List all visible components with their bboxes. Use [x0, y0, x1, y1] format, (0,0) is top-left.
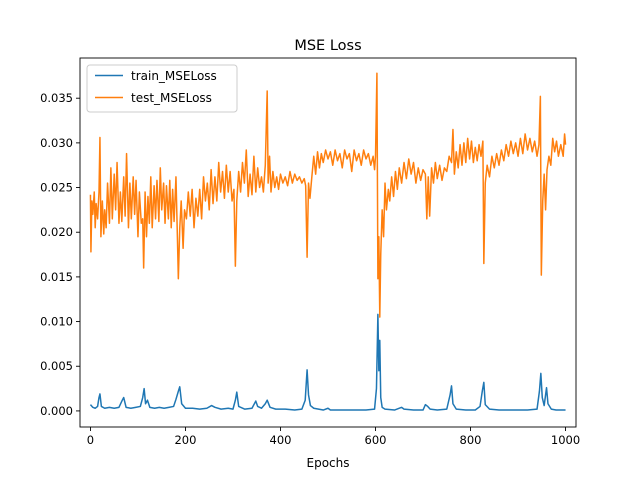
chart-title: MSE Loss — [294, 38, 361, 54]
x-tick-label: 1000 — [551, 433, 580, 447]
plot-area-frame — [79, 57, 577, 428]
legend-label-train: train_MSELoss — [131, 69, 217, 83]
x-axis-label: Epochs — [307, 456, 350, 470]
plot-lines — [89, 72, 567, 411]
y-tick-label: 0.015 — [40, 270, 73, 284]
x-axis-ticks: 0 200 400 600 800 1000 — [87, 427, 580, 447]
legend-label-test: test_MSELoss — [131, 91, 212, 105]
y-tick-label: 0.020 — [40, 225, 73, 239]
series-line-test — [89, 72, 567, 318]
y-tick-label: 0.025 — [40, 181, 73, 195]
series-line-train — [89, 313, 566, 411]
y-tick-label: 0.035 — [40, 91, 73, 105]
legend-box — [86, 64, 238, 113]
legend: train_MSELoss test_MSELoss — [86, 64, 238, 113]
y-tick-label: 0.000 — [40, 404, 73, 418]
x-tick-label: 600 — [365, 433, 387, 447]
x-tick-label: 0 — [87, 433, 94, 447]
y-tick-label: 0.030 — [40, 136, 73, 150]
x-tick-label: 800 — [460, 433, 482, 447]
y-tick-label: 0.010 — [40, 315, 73, 329]
x-tick-label: 400 — [270, 433, 292, 447]
x-tick-label: 200 — [174, 433, 196, 447]
y-tick-label: 0.005 — [40, 359, 73, 373]
y-axis-ticks: 0.000 0.005 0.010 0.015 0.020 0.025 0.030 0.035 — [40, 91, 80, 418]
